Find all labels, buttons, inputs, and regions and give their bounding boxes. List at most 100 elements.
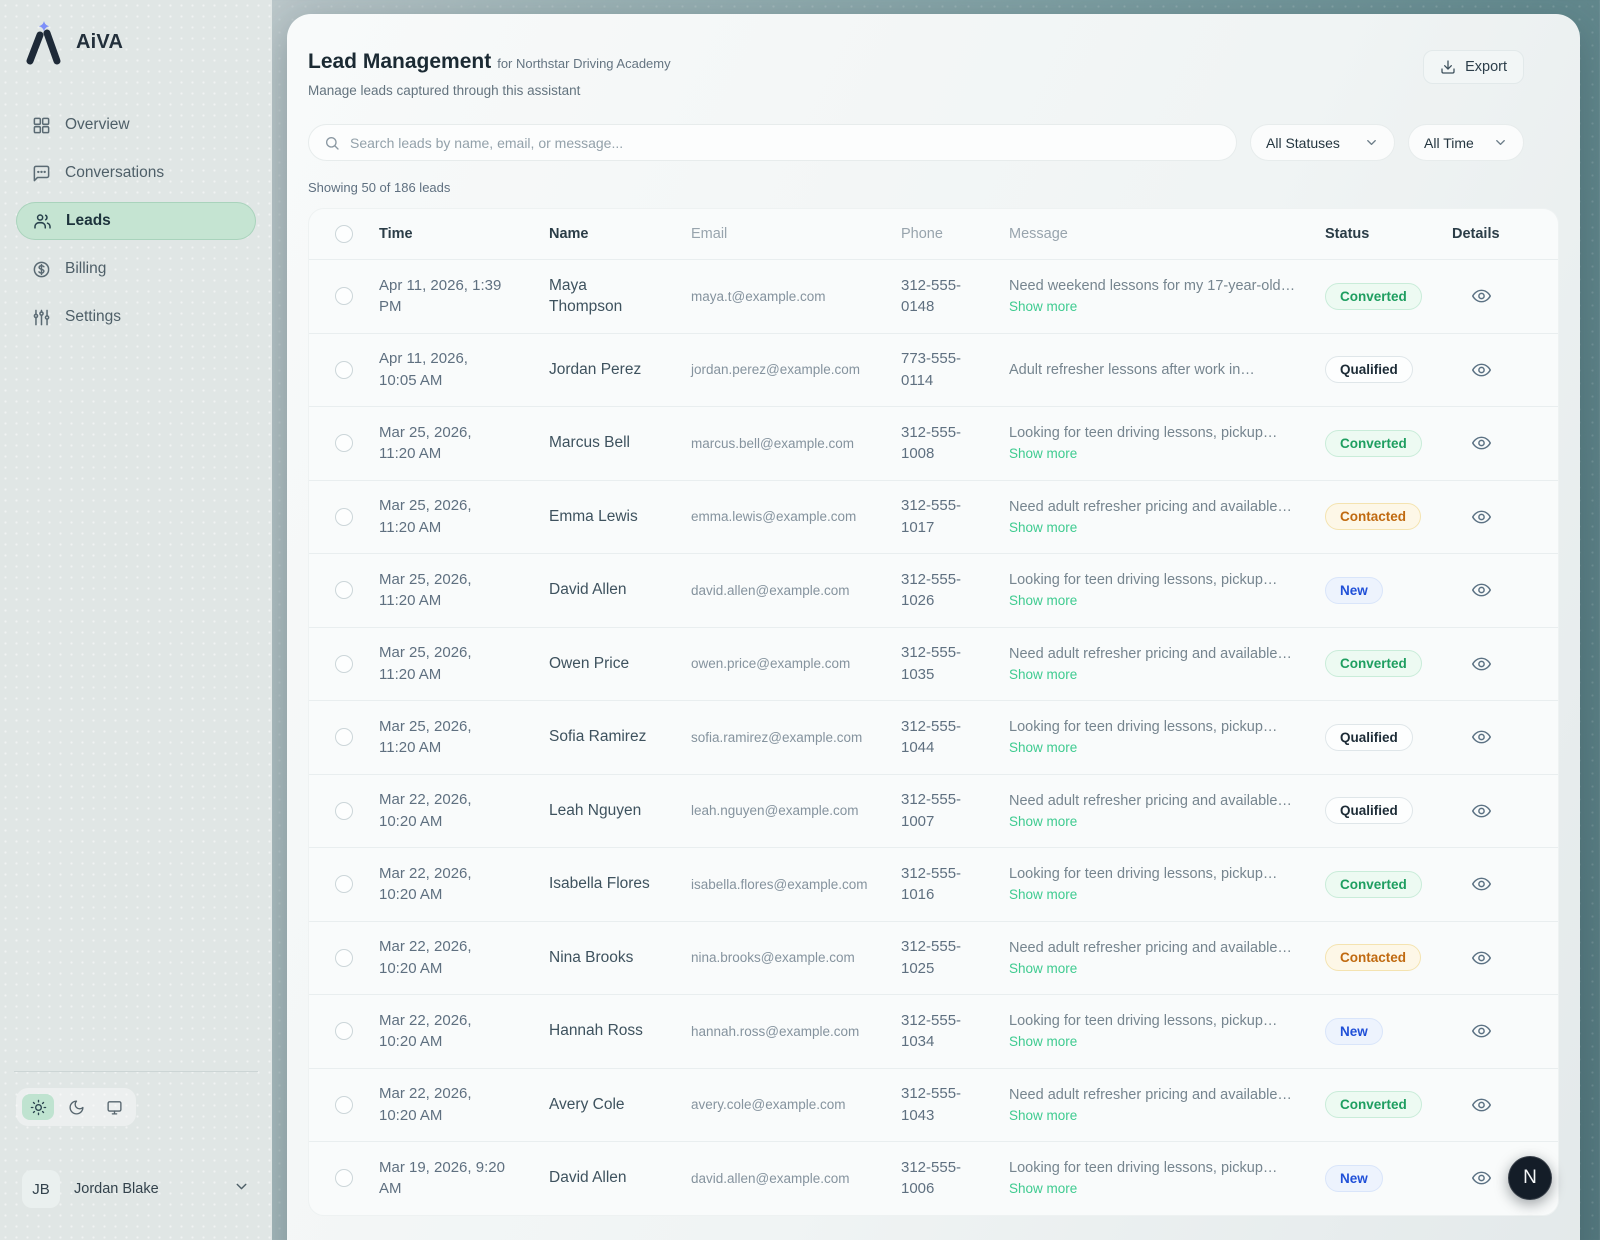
page-title-suffix: for Northstar Driving Academy	[497, 56, 671, 71]
column-header-details: Details	[1452, 226, 1500, 242]
eye-icon	[1471, 436, 1491, 450]
dev-tools-badge[interactable]: N	[1508, 1156, 1552, 1200]
lead-phone: 312-555-1006	[901, 1158, 962, 1198]
show-more-link[interactable]: Show more	[1009, 519, 1078, 535]
row-checkbox[interactable]	[335, 1095, 353, 1114]
aiva-logo-icon	[26, 21, 61, 65]
eye-icon	[1471, 583, 1491, 597]
sidebar-nav: Overview Conversations Leads Billing	[16, 106, 256, 336]
view-details-button[interactable]	[1468, 362, 1494, 378]
time-filter-select[interactable]: All Time	[1408, 124, 1524, 161]
row-checkbox[interactable]	[335, 360, 353, 379]
lead-phone: 312-555-1043	[901, 1085, 962, 1124]
view-details-button[interactable]	[1468, 656, 1494, 672]
view-details-button[interactable]	[1468, 1023, 1494, 1039]
show-more-link[interactable]: Show more	[1009, 1107, 1078, 1123]
view-details-button[interactable]	[1468, 582, 1494, 598]
table-row: Mar 22, 2026, 10:20 AM Nina Brooks nina.…	[309, 920, 1558, 995]
row-checkbox[interactable]	[335, 434, 353, 453]
lead-time: Mar 25, 2026, 11:20 AM	[379, 570, 472, 610]
status-badge: Converted	[1325, 429, 1422, 457]
lead-phone: 312-555-1044	[901, 717, 962, 757]
lead-message: Adult refresher lessons after work in…	[1009, 361, 1255, 378]
sidebar-item-overview[interactable]: Overview	[16, 106, 256, 144]
row-checkbox[interactable]	[335, 287, 353, 306]
lead-time: Mar 25, 2026, 11:20 AM	[379, 497, 472, 536]
row-checkbox[interactable]	[335, 875, 353, 894]
lead-email: owen.price@example.com	[691, 656, 851, 672]
show-more-link[interactable]: Show more	[1009, 813, 1078, 829]
sidebar-item-label: Settings	[65, 308, 122, 325]
view-details-button[interactable]	[1468, 803, 1494, 819]
row-checkbox[interactable]	[335, 654, 353, 673]
table-row: Mar 25, 2026, 11:20 AM Emma Lewis emma.l…	[309, 479, 1558, 554]
eye-icon	[1471, 289, 1491, 303]
lead-message: Looking for teen driving lessons, pickup…	[1009, 1013, 1278, 1030]
row-checkbox[interactable]	[335, 948, 353, 967]
row-checkbox[interactable]	[335, 801, 353, 820]
sliders-icon	[33, 309, 50, 325]
table-row: Mar 19, 2026, 9:20 AM David Allen david.…	[309, 1141, 1558, 1215]
sidebar-item-billing[interactable]: Billing	[16, 250, 256, 288]
search-input[interactable]	[350, 134, 1221, 151]
sidebar-item-conversations[interactable]: Conversations	[16, 154, 256, 192]
lead-time: Apr 11, 2026, 10:05 AM	[379, 350, 468, 389]
show-more-link[interactable]: Show more	[1009, 1181, 1078, 1197]
view-details-button[interactable]	[1468, 1170, 1494, 1186]
select-all-checkbox[interactable]	[335, 225, 353, 243]
show-more-link[interactable]: Show more	[1009, 446, 1078, 462]
theme-light-button[interactable]	[22, 1094, 54, 1120]
lead-time: Mar 22, 2026, 10:20 AM	[379, 1085, 472, 1124]
lead-time: Apr 11, 2026, 1:39 PM	[379, 276, 502, 316]
sidebar-item-leads[interactable]: Leads	[16, 202, 256, 240]
show-more-link[interactable]: Show more	[1009, 960, 1078, 976]
main-panel: Lead Management for Northstar Driving Aca…	[287, 14, 1580, 1240]
user-name: Jordan Blake	[74, 1181, 159, 1197]
status-filter-select[interactable]: All Statuses	[1250, 124, 1395, 161]
show-more-link[interactable]: Show more	[1009, 887, 1078, 903]
view-details-button[interactable]	[1468, 288, 1494, 304]
row-checkbox[interactable]	[335, 507, 353, 526]
eye-icon	[1471, 804, 1491, 818]
chat-icon	[33, 165, 50, 181]
lead-email: hannah.ross@example.com	[691, 1023, 860, 1039]
view-details-button[interactable]	[1468, 729, 1494, 745]
sidebar-item-settings[interactable]: Settings	[16, 298, 256, 336]
sidebar-item-label: Conversations	[65, 164, 165, 181]
lead-phone: 773-555-0114	[901, 350, 962, 389]
eye-icon	[1471, 877, 1491, 891]
lead-email: david.allen@example.com	[691, 1170, 850, 1186]
view-details-button[interactable]	[1468, 435, 1494, 451]
show-more-link[interactable]: Show more	[1009, 666, 1078, 682]
lead-time: Mar 19, 2026, 9:20 AM	[379, 1158, 505, 1198]
show-more-link[interactable]: Show more	[1009, 740, 1078, 756]
lead-email: sofia.ramirez@example.com	[691, 729, 863, 745]
show-more-link[interactable]: Show more	[1009, 1034, 1078, 1050]
moon-icon	[68, 1099, 84, 1115]
show-more-link[interactable]: Show more	[1009, 299, 1078, 315]
theme-system-button[interactable]	[98, 1094, 130, 1120]
export-button[interactable]: Export	[1423, 50, 1524, 84]
eye-icon	[1471, 951, 1491, 965]
table-row: Mar 22, 2026, 10:20 AM Leah Nguyen leah.…	[309, 773, 1558, 848]
eye-icon	[1471, 657, 1491, 671]
row-checkbox[interactable]	[335, 1022, 353, 1041]
row-checkbox[interactable]	[335, 581, 353, 600]
chevron-down-icon	[1367, 140, 1376, 145]
theme-dark-button[interactable]	[60, 1094, 92, 1120]
view-details-button[interactable]	[1468, 1097, 1494, 1113]
column-header-phone: Phone	[901, 226, 943, 242]
view-details-button[interactable]	[1468, 876, 1494, 892]
view-details-button[interactable]	[1468, 509, 1494, 525]
status-badge: Converted	[1325, 870, 1422, 898]
status-filter-value: All Statuses	[1266, 134, 1340, 151]
page-title: Lead Management	[308, 50, 492, 73]
row-checkbox[interactable]	[335, 728, 353, 747]
lead-name: Sofia Ramirez	[549, 728, 647, 746]
lead-message: Need adult refresher pricing and availab…	[1009, 645, 1292, 662]
show-more-link[interactable]: Show more	[1009, 593, 1078, 609]
view-details-button[interactable]	[1468, 950, 1494, 966]
status-badge: Contacted	[1325, 503, 1422, 531]
row-checkbox[interactable]	[335, 1169, 353, 1188]
user-menu[interactable]: JB Jordan Blake	[16, 1170, 256, 1208]
